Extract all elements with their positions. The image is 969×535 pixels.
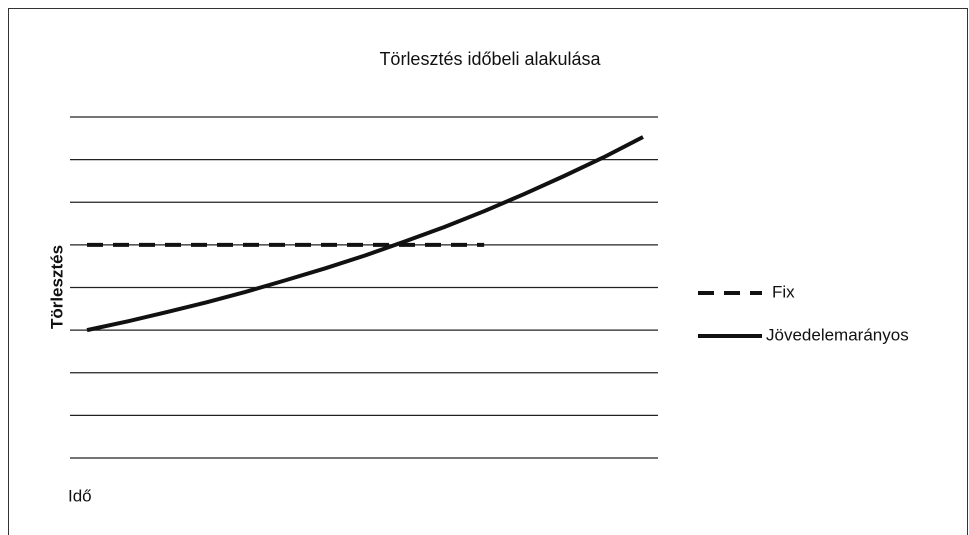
legend-label: Fix	[772, 282, 795, 301]
x-axis-label: Idő	[68, 486, 92, 505]
series-line	[86, 135, 644, 333]
y-axis-label: Törlesztés	[47, 245, 66, 329]
chart-title: Törlesztés időbeli alakulása	[379, 49, 601, 69]
legend-label: Jövedelemarányos	[766, 325, 909, 344]
frame	[8, 8, 968, 535]
